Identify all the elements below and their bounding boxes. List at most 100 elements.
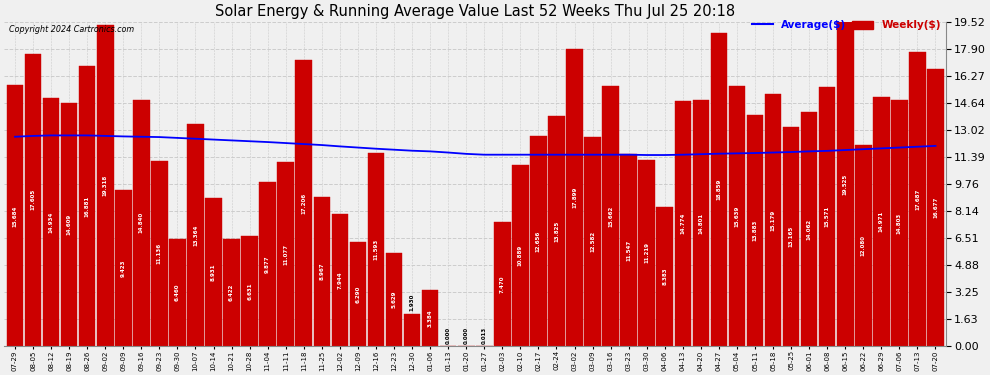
Text: 14.774: 14.774 bbox=[680, 213, 685, 234]
Text: 11.136: 11.136 bbox=[156, 243, 162, 264]
Bar bbox=[187, 124, 204, 346]
Text: 14.971: 14.971 bbox=[879, 211, 884, 232]
Legend: Average($), Weekly($): Average($), Weekly($) bbox=[751, 21, 941, 30]
Bar bbox=[819, 87, 836, 346]
Text: 12.080: 12.080 bbox=[860, 235, 866, 256]
Text: 3.384: 3.384 bbox=[428, 309, 433, 327]
Bar bbox=[512, 165, 529, 346]
Text: 17.899: 17.899 bbox=[572, 187, 577, 208]
Text: 15.639: 15.639 bbox=[735, 206, 740, 227]
Bar bbox=[928, 69, 943, 346]
Text: 9.423: 9.423 bbox=[121, 259, 126, 277]
Text: 0.000: 0.000 bbox=[446, 327, 450, 344]
Text: 1.930: 1.930 bbox=[410, 293, 415, 311]
Bar bbox=[909, 52, 926, 346]
Text: 15.179: 15.179 bbox=[770, 209, 775, 231]
Text: 12.582: 12.582 bbox=[590, 231, 595, 252]
Text: 6.290: 6.290 bbox=[355, 285, 360, 303]
Bar bbox=[711, 33, 728, 346]
Text: 6.422: 6.422 bbox=[229, 284, 234, 302]
Bar bbox=[133, 99, 149, 346]
Bar bbox=[729, 86, 745, 346]
Text: 11.077: 11.077 bbox=[283, 243, 288, 265]
Text: 0.000: 0.000 bbox=[463, 327, 468, 344]
Text: 8.931: 8.931 bbox=[211, 263, 216, 281]
Bar bbox=[621, 154, 637, 346]
Text: 19.525: 19.525 bbox=[842, 173, 847, 195]
Bar bbox=[97, 25, 114, 346]
Text: 13.165: 13.165 bbox=[789, 226, 794, 248]
Text: 11.219: 11.219 bbox=[644, 242, 649, 263]
Text: 19.318: 19.318 bbox=[103, 175, 108, 196]
Text: 8.383: 8.383 bbox=[662, 268, 667, 285]
Text: 15.571: 15.571 bbox=[825, 206, 830, 227]
Bar bbox=[224, 239, 240, 346]
Bar bbox=[7, 86, 24, 346]
Bar bbox=[205, 198, 222, 346]
Bar bbox=[404, 314, 421, 346]
Text: 16.881: 16.881 bbox=[85, 195, 90, 216]
Text: 16.677: 16.677 bbox=[933, 197, 938, 218]
Bar bbox=[693, 100, 709, 346]
Text: 14.801: 14.801 bbox=[698, 213, 703, 234]
Text: 11.593: 11.593 bbox=[373, 239, 378, 261]
Text: 18.859: 18.859 bbox=[717, 179, 722, 200]
Bar bbox=[259, 182, 276, 346]
Bar bbox=[891, 100, 908, 346]
Text: 6.631: 6.631 bbox=[248, 282, 252, 300]
Text: 17.206: 17.206 bbox=[301, 193, 306, 214]
Title: Solar Energy & Running Average Value Last 52 Weeks Thu Jul 25 20:18: Solar Energy & Running Average Value Las… bbox=[215, 4, 736, 19]
Text: 11.547: 11.547 bbox=[626, 240, 632, 261]
Bar bbox=[349, 242, 366, 346]
Text: 14.609: 14.609 bbox=[66, 214, 71, 236]
Bar bbox=[367, 153, 384, 346]
Text: 17.687: 17.687 bbox=[915, 189, 920, 210]
Text: 13.825: 13.825 bbox=[554, 220, 559, 242]
Bar bbox=[494, 222, 511, 346]
Bar bbox=[151, 161, 167, 346]
Bar bbox=[639, 160, 655, 346]
Text: 14.934: 14.934 bbox=[49, 211, 53, 233]
Bar bbox=[43, 98, 59, 346]
Bar bbox=[422, 290, 439, 346]
Bar bbox=[332, 214, 348, 346]
Text: 10.889: 10.889 bbox=[518, 245, 523, 266]
Bar bbox=[386, 253, 402, 346]
Text: 15.684: 15.684 bbox=[13, 205, 18, 226]
Bar bbox=[566, 49, 583, 346]
Text: 12.656: 12.656 bbox=[536, 230, 541, 252]
Bar bbox=[837, 22, 853, 346]
Bar bbox=[530, 136, 546, 346]
Text: 17.605: 17.605 bbox=[31, 189, 36, 210]
Text: 14.803: 14.803 bbox=[897, 213, 902, 234]
Bar bbox=[25, 54, 42, 346]
Text: 13.883: 13.883 bbox=[752, 220, 757, 242]
Bar bbox=[584, 137, 601, 346]
Bar bbox=[602, 86, 619, 346]
Text: 14.062: 14.062 bbox=[807, 219, 812, 240]
Bar bbox=[79, 66, 95, 346]
Text: 13.364: 13.364 bbox=[193, 224, 198, 246]
Bar bbox=[764, 94, 781, 346]
Bar bbox=[855, 146, 871, 346]
Bar bbox=[873, 98, 890, 346]
Text: 0.013: 0.013 bbox=[482, 327, 487, 344]
Bar bbox=[548, 116, 564, 346]
Text: 6.460: 6.460 bbox=[175, 284, 180, 301]
Text: 15.662: 15.662 bbox=[608, 206, 613, 226]
Bar bbox=[169, 239, 186, 346]
Text: 9.877: 9.877 bbox=[265, 255, 270, 273]
Text: 7.944: 7.944 bbox=[338, 272, 343, 289]
Bar bbox=[783, 128, 799, 346]
Bar bbox=[674, 100, 691, 346]
Bar bbox=[746, 116, 763, 346]
Text: 8.967: 8.967 bbox=[320, 263, 325, 280]
Bar bbox=[277, 162, 294, 346]
Text: 5.629: 5.629 bbox=[391, 291, 397, 308]
Bar bbox=[242, 236, 258, 346]
Bar bbox=[656, 207, 673, 346]
Bar bbox=[115, 189, 132, 346]
Bar bbox=[295, 60, 312, 346]
Bar bbox=[314, 197, 330, 346]
Bar bbox=[801, 112, 818, 346]
